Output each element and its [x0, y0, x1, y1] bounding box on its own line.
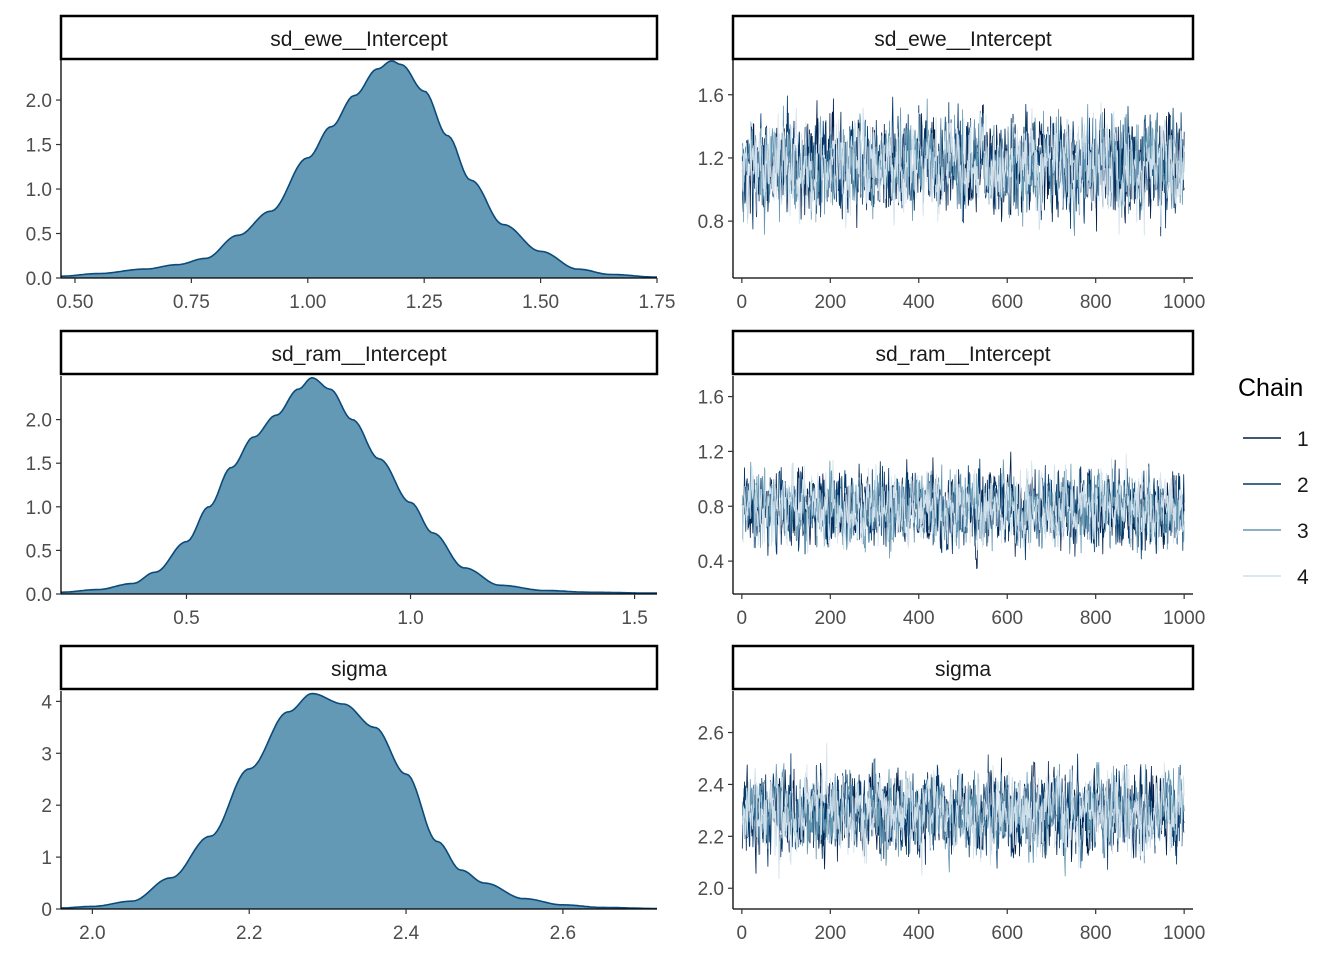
- dens-sd-ewe-ytick-label: 2.0: [26, 91, 52, 112]
- trace-sigma-plot-area: [741, 743, 1185, 880]
- trace-sigma-xtick-label: 600: [991, 923, 1023, 944]
- trace-sd-ram-panel: sd_ram__Intercept 0.4 0.8 1.2 1.6 0 200 400 600 8…: [698, 329, 1205, 629]
- dens-sd-ram-strip: [59, 329, 659, 376]
- dens-sd-ram-strip-label: sd_ram__Intercept: [271, 343, 446, 366]
- dens-sd-ram-ytick-label: 1.5: [26, 454, 52, 475]
- dens-sigma-strip: [59, 644, 659, 691]
- trace-sd-ram-ytick-label: 0.4: [698, 552, 725, 573]
- trace-sd-ewe-plot-area: [741, 95, 1185, 237]
- legend-label-chain-3: 3: [1297, 520, 1309, 543]
- dens-sd-ram-density-area: [61, 377, 657, 594]
- dens-sd-ram-density-line: [61, 376, 657, 594]
- trace-sigma-xtick-label: 200: [814, 923, 846, 944]
- trace-sigma-ytick-label: 2.0: [698, 879, 724, 900]
- dens-sigma-xtick-label: 2.4: [393, 923, 420, 944]
- legend-label-chain-1: 1: [1297, 428, 1309, 451]
- dens-sigma-density-line: [61, 692, 657, 910]
- trace-sigma-chain-3-line: [741, 757, 1185, 877]
- dens-sd-ewe-xtick-label: 1.00: [289, 292, 326, 313]
- dens-sigma-xtick-label: 2.6: [550, 923, 576, 944]
- trace-sd-ewe-xtick-label: 200: [814, 292, 846, 313]
- dens-sigma-panel: sigma 0 1 2 3 4 2.0 2.2 2.4 2.6: [41, 644, 659, 944]
- trace-sigma-xtick-label: 0: [737, 923, 748, 944]
- trace-sd-ewe-xtick-label: 600: [991, 292, 1023, 313]
- dens-sd-ewe-xtick-label: 1.25: [406, 292, 443, 313]
- dens-sd-ewe-xtick-label: 0.50: [56, 292, 93, 313]
- trace-sd-ewe-xtick-label: 1000: [1163, 292, 1205, 313]
- legend-label-chain-4: 4: [1297, 566, 1309, 589]
- trace-sd-ram-xtick-label: 200: [814, 608, 846, 629]
- trace-sd-ram-xtick-label: 400: [903, 608, 935, 629]
- trace-sigma-ytick-label: 2.4: [698, 775, 725, 796]
- dens-sd-ewe-ytick-label: 0.5: [26, 225, 52, 246]
- dens-sigma-ytick-label: 3: [41, 744, 52, 765]
- dens-sigma-density-area: [61, 693, 657, 909]
- trace-sd-ram-chain-4-line: [741, 453, 1185, 554]
- dens-sd-ewe-density-area: [61, 60, 657, 279]
- trace-sd-ram-plot-area: [741, 451, 1185, 569]
- dens-sigma-xtick-label: 2.2: [236, 923, 262, 944]
- trace-sigma-xtick-label: 1000: [1163, 923, 1205, 944]
- dens-sd-ram-panel: sd_ram__Intercept 0.0 0.5 1.0 1.5 2.0 0.5 1.0 1.…: [26, 329, 659, 629]
- trace-sigma-ytick-label: 2.6: [698, 724, 724, 745]
- dens-sd-ram-ytick-label: 0.5: [26, 541, 52, 562]
- dens-sigma-ytick-label: 4: [41, 692, 52, 713]
- trace-sigma-strip-label: sigma: [935, 658, 991, 681]
- trace-sd-ram-strip: [731, 329, 1195, 376]
- dens-sigma-strip-label: sigma: [331, 658, 387, 681]
- legend-label-chain-2: 2: [1297, 474, 1309, 497]
- dens-sd-ewe-strip: [59, 14, 659, 61]
- trace-sigma-chain-4-line: [741, 743, 1185, 880]
- dens-sd-ewe-panel: sd_ewe__Intercept 0.0 0.5 1.0 1.5 2.0 0.50 0.75…: [26, 14, 676, 313]
- dens-sd-ram-xtick-label: 1.5: [621, 608, 647, 629]
- trace-sd-ewe-xtick-label: 0: [737, 292, 748, 313]
- trace-sd-ram-ytick-label: 1.6: [698, 388, 724, 409]
- dens-sd-ram-xtick-label: 1.0: [397, 608, 423, 629]
- dens-sd-ewe-strip-label: sd_ewe__Intercept: [270, 28, 448, 51]
- trace-sd-ewe-xtick-label: 400: [903, 292, 935, 313]
- dens-sd-ewe-xtick-label: 1.50: [522, 292, 559, 313]
- trace-sigma-xtick-label: 800: [1080, 923, 1112, 944]
- dens-sigma-xtick-label: 2.0: [79, 923, 105, 944]
- trace-sd-ewe-strip-label: sd_ewe__Intercept: [874, 28, 1052, 51]
- trace-sd-ram-ytick-label: 0.8: [698, 497, 724, 518]
- dens-sd-ram-ytick-label: 0.0: [26, 585, 52, 606]
- dens-sigma-plot-area: [61, 692, 657, 910]
- chain-legend: Chain 1 2 3 4: [1238, 374, 1309, 589]
- dens-sd-ram-ytick-label: 2.0: [26, 411, 52, 432]
- dens-sd-ram-xtick-label: 0.5: [173, 608, 199, 629]
- trace-sd-ewe-ytick-label: 0.8: [698, 212, 724, 233]
- trace-sigma-xtick-label: 400: [903, 923, 935, 944]
- trace-sd-ewe-chain-4-line: [741, 102, 1185, 236]
- trace-sd-ram-xtick-label: 0: [737, 608, 748, 629]
- dens-sd-ram-plot-area: [61, 376, 657, 594]
- trace-sd-ram-xtick-label: 1000: [1163, 608, 1205, 629]
- dens-sd-ewe-density-line: [61, 60, 657, 278]
- dens-sd-ewe-xtick-label: 1.75: [639, 292, 676, 313]
- trace-sd-ewe-ytick-label: 1.2: [698, 149, 724, 170]
- dens-sigma-ytick-label: 2: [41, 796, 52, 817]
- trace-sigma-panel: sigma 2.0 2.2 2.4 2.6 0 200 400 600 800 1000: [698, 644, 1205, 944]
- trace-sd-ram-xtick-label: 800: [1080, 608, 1112, 629]
- dens-sd-ram-ytick-label: 1.0: [26, 498, 52, 519]
- trace-sigma-ytick-label: 2.2: [698, 827, 724, 848]
- dens-sigma-ytick-label: 0: [41, 900, 52, 921]
- dens-sd-ewe-ytick-label: 1.5: [26, 136, 52, 157]
- trace-sd-ewe-xtick-label: 800: [1080, 292, 1112, 313]
- trace-sigma-strip: [731, 644, 1195, 691]
- trace-sd-ram-strip-label: sd_ram__Intercept: [875, 343, 1050, 366]
- trace-sd-ewe-panel: sd_ewe__Intercept 0.8 1.2 1.6 0 200 400 600 800 1…: [698, 14, 1205, 313]
- trace-sd-ram-xtick-label: 600: [991, 608, 1023, 629]
- trace-sd-ewe-strip: [731, 14, 1195, 61]
- dens-sd-ewe-ytick-label: 0.0: [26, 269, 52, 290]
- legend-title: Chain: [1238, 374, 1303, 402]
- dens-sd-ewe-plot-area: [61, 60, 657, 279]
- dens-sigma-ytick-label: 1: [41, 848, 52, 869]
- dens-sd-ewe-ytick-label: 1.0: [26, 180, 52, 201]
- dens-sd-ewe-xtick-label: 0.75: [173, 292, 210, 313]
- trace-sd-ewe-ytick-label: 1.6: [698, 86, 724, 107]
- trace-sd-ram-ytick-label: 1.2: [698, 442, 724, 463]
